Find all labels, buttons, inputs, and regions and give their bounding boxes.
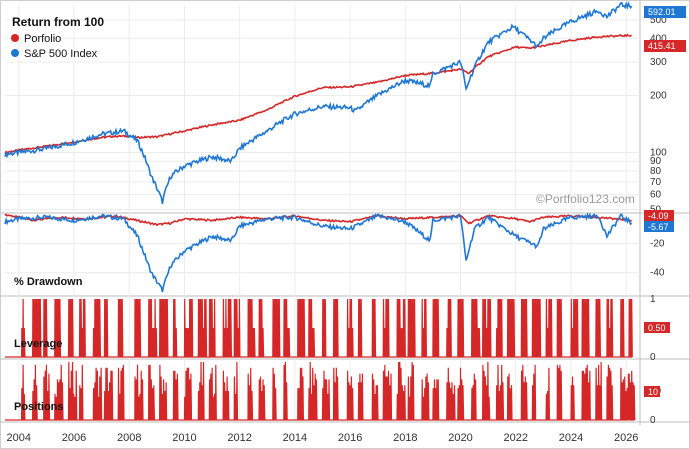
legend-portfolio-dot [11, 34, 19, 42]
dd-y-tick-label: -20 [650, 239, 665, 250]
badge-portfolio-drawdown-text: -4.09 [648, 211, 669, 221]
chart-title: Return from 100 [12, 15, 104, 29]
legend-portfolio: Porfolio [24, 33, 61, 45]
badge-portfolio-return: 415.41 [644, 40, 686, 52]
ret-y-tick-label: 60 [650, 190, 662, 201]
badge-positions-text: 10 [648, 387, 658, 397]
ret-y-tick-label: 100 [650, 148, 667, 159]
badge-portfolio-return-text: 415.41 [648, 41, 676, 51]
leverage-line [5, 298, 633, 358]
x-tick-label: 2010 [172, 432, 196, 444]
legend-index-dot [11, 49, 19, 57]
badge-positions: 10 [644, 386, 660, 397]
return-line-index [4, 0, 633, 205]
dd-y-tick-label: -40 [650, 268, 665, 279]
x-tick-label: 2016 [338, 432, 362, 444]
x-tick-label: 2018 [393, 432, 417, 444]
x-tick-label: 2008 [117, 432, 141, 444]
watermark: ©Portfolio123.com [536, 192, 635, 206]
badge-portfolio-drawdown: -4.09 [644, 210, 674, 221]
x-tick-label: 2012 [227, 432, 251, 444]
x-tick-label: 2004 [7, 432, 31, 444]
positions-label: Positions [14, 401, 64, 413]
badge-index-return: 592.01 [644, 6, 686, 18]
x-tick-label: 2006 [62, 432, 86, 444]
lev-y-tick-label: 1 [650, 294, 656, 305]
ret-y-tick-label: 400 [650, 33, 667, 44]
ret-y-tick-label: 200 [650, 90, 667, 101]
series-layer [4, 0, 636, 421]
badge-index-drawdown-text: -5.67 [648, 222, 669, 232]
ret-y-tick-label: 70 [650, 177, 662, 188]
axes: 2004 2006 2008 2010 2012 2014 2016 2018 2020 2022… [7, 15, 668, 444]
x-tick-label: 2014 [283, 432, 307, 444]
badge-leverage: 0.50 [644, 322, 670, 333]
leverage-label: Leverage [14, 338, 62, 350]
return-line-portfolio [4, 33, 632, 155]
x-tick-label: 2022 [504, 432, 528, 444]
drawdown-line-index [4, 212, 633, 293]
badge-index-drawdown: -5.67 [644, 221, 674, 232]
positions-line [5, 361, 636, 421]
x-tick-label: 2024 [559, 432, 583, 444]
lev-y-tick-label: 0 [650, 352, 656, 363]
legend-index: S&P 500 Index [24, 48, 98, 60]
ret-y-tick-label: 90 [650, 156, 662, 167]
legend: Return from 100 Porfolio S&P 500 Index [11, 15, 104, 60]
ret-y-tick-label: 300 [650, 57, 667, 68]
badge-index-return-text: 592.01 [648, 7, 676, 17]
drawdown-label: % Drawdown [14, 276, 83, 288]
x-tick-label: 2020 [448, 432, 472, 444]
x-tick-label: 2026 [614, 432, 638, 444]
pos-y-tick-label: 0 [650, 415, 656, 426]
badge-leverage-text: 0.50 [648, 323, 666, 333]
ret-y-tick-label: 80 [650, 166, 662, 177]
ret-y-tick-label: 500 [650, 15, 667, 26]
